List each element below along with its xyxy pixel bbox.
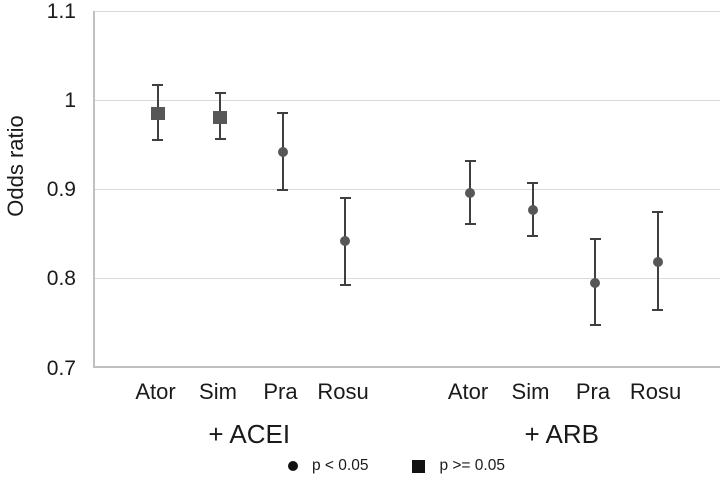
x-tick-label-Ator: Ator (135, 379, 176, 404)
error-bar-cap-bottom (277, 189, 288, 192)
marker-circle (527, 204, 538, 215)
x-tick-label-Sim: Sim (511, 379, 550, 404)
y-tick-label-0.9: 0.9 (46, 178, 76, 202)
error-bar-cap-top (652, 211, 663, 214)
gridline-1.1 (95, 10, 720, 12)
marker-circle (340, 235, 350, 246)
error-bar-cap-top (464, 159, 476, 162)
error-bar-cap-bottom (652, 308, 663, 311)
marker-square (150, 106, 165, 120)
legend-circle-icon (288, 461, 298, 471)
error-bar-cap-bottom (527, 235, 538, 238)
legend: p < 0.05 p >= 0.05 (288, 457, 505, 475)
error-bar-cap-bottom (152, 139, 163, 142)
y-tick-label-1.1: 1.1 (46, 0, 76, 23)
x-tick-label-Sim: Sim (199, 379, 237, 404)
gridline-1 (95, 99, 720, 101)
error-bar-cap-top (277, 111, 288, 114)
legend-label: p < 0.05 (312, 457, 369, 474)
marker-circle (590, 277, 600, 288)
x-tick-label-Pra: Pra (263, 379, 298, 404)
y-tick-label-1: 1 (64, 89, 76, 113)
legend-label: p >= 0.05 (439, 457, 505, 474)
x-tick-label-Ator: Ator (447, 379, 489, 404)
y-axis-title: Odds ratio (3, 115, 28, 217)
error-bar-cap-top (527, 182, 538, 184)
marker-circle (465, 187, 475, 198)
legend-square-icon (412, 459, 426, 473)
group-label: + ACEI (208, 419, 291, 449)
error-bar-cap-top (589, 238, 601, 241)
x-tick-label-Rosu: Rosu (317, 379, 369, 404)
marker-circle (652, 257, 663, 268)
error-bar-cap-top (214, 91, 226, 94)
marker-square (213, 110, 227, 124)
y-tick-label-0.8: 0.8 (46, 267, 76, 291)
error-bar-cap-top (152, 83, 163, 86)
error-bar-cap-bottom (339, 283, 351, 286)
x-tick-label-Pra: Pra (575, 379, 611, 404)
legend-item: p >= 0.05 (412, 457, 505, 475)
gridline-0.8 (95, 277, 720, 279)
legend-item: p < 0.05 (288, 457, 368, 475)
y-tick-label-0.7: 0.7 (46, 356, 76, 380)
plot-area (93, 10, 720, 368)
marker-circle (277, 146, 288, 157)
gridline-0.9 (95, 188, 720, 190)
error-bar-cap-bottom (589, 323, 601, 326)
error-bar-cap-bottom (214, 138, 226, 141)
x-tick-label-Rosu: Rosu (629, 379, 682, 404)
error-bar-cap-top (339, 197, 351, 200)
error-bar-cap-bottom (464, 223, 476, 225)
group-label: + ARB (524, 419, 599, 449)
